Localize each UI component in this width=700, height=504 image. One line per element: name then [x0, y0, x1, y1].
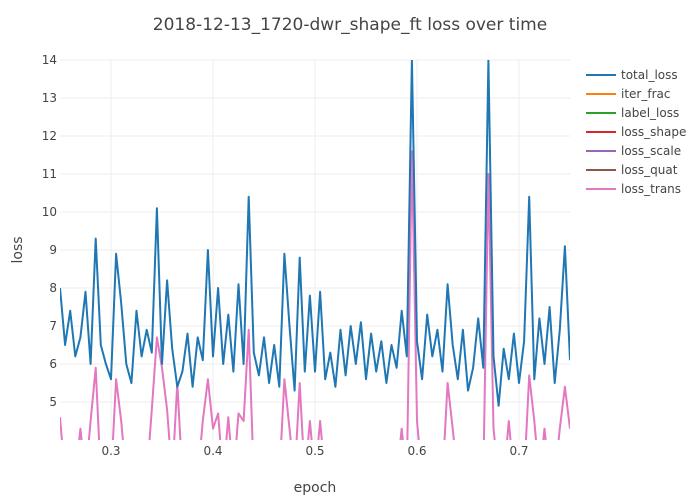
series-line-loss-trans [60, 150, 570, 440]
legend-label: loss_scale [621, 144, 681, 158]
y-tick-label: 12 [42, 129, 57, 143]
legend-item-loss-shape[interactable]: loss_shape [586, 125, 686, 139]
y-tick-label: 6 [49, 357, 57, 371]
y-tick-label: 7 [49, 319, 57, 333]
y-tick-label: 10 [42, 205, 57, 219]
x-tick-label: 0.4 [203, 444, 222, 458]
y-tick-label: 14 [42, 53, 57, 67]
y-tick-label: 11 [42, 167, 57, 181]
legend-item-loss-quat[interactable]: loss_quat [586, 163, 678, 177]
y-axis-label: loss [10, 236, 26, 263]
legend-item-total-loss[interactable]: total_loss [586, 68, 678, 82]
legend-label: loss_shape [621, 125, 686, 139]
legend: total_loss iter_frac label_loss loss_shapel… [586, 68, 686, 196]
x-axis-label: epoch [294, 480, 337, 496]
chart-title: 2018-12-13_1720-dwr_shape_ft loss over t… [153, 15, 547, 35]
y-tick-label: 5 [49, 395, 57, 409]
y-tick-label: 9 [49, 243, 57, 257]
legend-label: loss_quat [621, 163, 678, 177]
y-tick-label: 8 [49, 281, 57, 295]
legend-item-iter-frac[interactable]: iter_frac [586, 87, 670, 101]
legend-label: loss_trans [621, 182, 681, 196]
legend-item-loss-trans[interactable]: loss_trans [586, 182, 681, 196]
tick-labels: 5 6 7 8 9 10 11 12 13 14 0.3 0.4 0.5 0.6 0.7 [42, 53, 529, 458]
legend-item-label-loss[interactable]: label_loss [586, 106, 679, 120]
x-tick-label: 0.6 [407, 444, 426, 458]
legend-label: iter_frac [621, 87, 670, 101]
series-lines [60, 60, 570, 440]
legend-item-loss-scale[interactable]: loss_scale [586, 144, 681, 158]
legend-label: label_loss [621, 106, 679, 120]
y-tick-label: 13 [42, 91, 57, 105]
x-tick-label: 0.5 [305, 444, 324, 458]
legend-label: total_loss [621, 68, 678, 82]
x-tick-label: 0.7 [509, 444, 528, 458]
x-tick-label: 0.3 [101, 444, 120, 458]
series-line-total-loss [60, 60, 570, 407]
